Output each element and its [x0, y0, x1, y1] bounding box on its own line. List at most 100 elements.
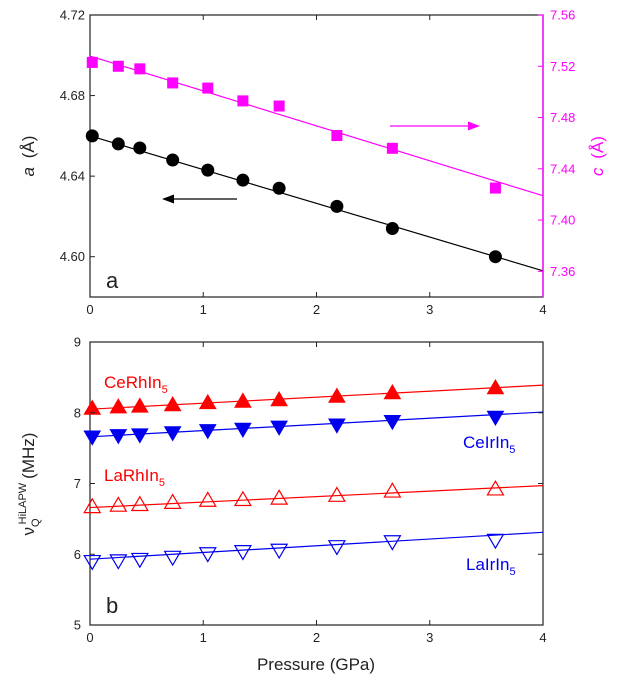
series-label-lairin5: LaIrIn5: [466, 555, 516, 578]
data-point-a: [385, 222, 399, 236]
data-point-cerhin5: [83, 399, 102, 415]
data-point-cerhin5: [130, 397, 149, 413]
y-axis-title-b-unit: (MHz): [19, 433, 38, 479]
y2-tick-label: 7.44: [550, 161, 575, 176]
series-label-ceirin5: CeIrIn5: [463, 433, 515, 456]
y2-tick-label: 7.48: [550, 110, 575, 125]
series-label-larhin5-base: LaRhIn: [104, 466, 159, 485]
data-point-larhin5: [198, 491, 217, 507]
data-point-c: [273, 100, 285, 112]
series-label-cerhin5-base: CeRhIn: [104, 373, 162, 392]
x-tick-label: 0: [86, 630, 93, 645]
x-tick-label: 4: [539, 302, 546, 317]
fit-line-c: [89, 55, 544, 197]
data-point-lairin5: [327, 540, 346, 556]
data-point-cerhin5: [109, 398, 128, 414]
fit-line-lairin5: [89, 531, 544, 560]
y-axis-title-b-superscript: HiLAPW: [17, 482, 29, 524]
data-point-lairin5: [163, 550, 182, 567]
data-point-ceirin5: [270, 420, 288, 436]
data-point-lairin5: [383, 535, 402, 551]
data-point-ceirin5: [198, 424, 217, 440]
x-tick-label: 2: [313, 302, 320, 317]
y-axis-title-b: νQHiLAPW (MHz): [17, 433, 42, 536]
y2-tick-label: 7.40: [550, 213, 575, 228]
x-tick-label: 3: [426, 302, 433, 317]
y-axis-title-b-symbol: ν: [19, 527, 38, 536]
data-point-larhin5: [327, 486, 346, 502]
data-point-ceirin5: [130, 428, 149, 444]
data-point-cerhin5: [486, 378, 505, 395]
x-tick-label: 3: [426, 630, 433, 645]
data-point-ceirin5: [163, 426, 182, 442]
y-tick-label: 4.60: [60, 249, 85, 264]
series-label-lairin5-base: LaIrIn: [466, 555, 509, 574]
data-point-a: [111, 137, 125, 151]
data-point-c: [386, 142, 398, 154]
data-point-ceirin5: [109, 429, 128, 445]
x-axis-title: Pressure (GPa): [257, 655, 375, 674]
data-point-c: [489, 182, 501, 194]
data-point-ceirin5: [383, 414, 402, 431]
data-point-lairin5: [270, 543, 289, 560]
y-tick-label: 8: [74, 405, 81, 420]
data-point-lairin5: [233, 545, 252, 561]
data-point-larhin5: [83, 497, 102, 514]
panel-label-a: a: [106, 268, 119, 293]
fit-line-a: [89, 135, 544, 272]
data-point-larhin5: [486, 479, 505, 496]
series-label-lairin5-sub: 5: [509, 566, 515, 578]
data-point-cerhin5: [383, 383, 402, 400]
data-point-c: [331, 129, 343, 141]
x-tick-label: 2: [313, 630, 320, 645]
data-point-larhin5: [130, 495, 149, 512]
y-axis-title-a-symbol: a: [19, 167, 38, 176]
data-point-a: [330, 199, 344, 213]
y-tick-label: 9: [74, 335, 81, 350]
data-point-larhin5: [233, 490, 252, 507]
y-tick-label: 4.64: [60, 169, 85, 184]
data-point-c: [167, 77, 179, 89]
y-tick-label: 5: [74, 618, 81, 633]
series-label-ceirin5-base: CeIrIn: [463, 433, 509, 452]
data-point-cerhin5: [198, 393, 217, 410]
data-point-ceirin5: [328, 418, 346, 434]
y2-tick-label: 7.36: [550, 264, 575, 279]
data-point-larhin5: [383, 482, 402, 498]
data-point-larhin5: [270, 489, 289, 505]
data-point-c: [202, 82, 214, 94]
y2-axis-title-symbol: c: [588, 167, 607, 176]
data-point-larhin5: [163, 493, 182, 509]
panel-label-b: b: [106, 593, 118, 618]
data-point-a: [272, 181, 286, 195]
fit-line-ceirin5: [89, 411, 544, 438]
data-point-a: [201, 163, 215, 177]
x-tick-label: 1: [200, 630, 207, 645]
data-point-cerhin5: [328, 387, 346, 403]
series-label-ceirin5-sub: 5: [509, 444, 515, 456]
data-point-ceirin5: [234, 422, 252, 439]
data-point-c: [134, 63, 146, 75]
x-tick-label: 4: [539, 630, 546, 645]
series-label-larhin5: LaRhIn5: [104, 466, 165, 489]
data-point-a: [166, 153, 180, 167]
data-point-a: [236, 173, 250, 187]
data-point-ceirin5: [83, 430, 102, 446]
y-tick-label: 6: [74, 547, 81, 562]
y-tick-label: 7: [74, 476, 81, 491]
data-point-c: [86, 56, 98, 68]
data-point-cerhin5: [163, 395, 182, 412]
data-point-a: [488, 250, 502, 264]
data-point-lairin5: [198, 547, 217, 563]
data-point-lairin5: [130, 552, 149, 569]
y-tick-label: 4.68: [60, 88, 85, 103]
data-point-c: [237, 95, 249, 107]
data-point-lairin5: [486, 533, 505, 550]
data-point-cerhin5: [270, 391, 288, 407]
right-arrow-annotation: [390, 121, 480, 131]
panel-a-lattice-parameters: 0 1 2 3 4 4.60 4.64 4.68 4.72 7.36 7.40 7.44 7.48 7.5…: [19, 8, 607, 318]
y-tick-label: 4.72: [60, 8, 85, 23]
y2-tick-label: 7.56: [550, 8, 575, 23]
